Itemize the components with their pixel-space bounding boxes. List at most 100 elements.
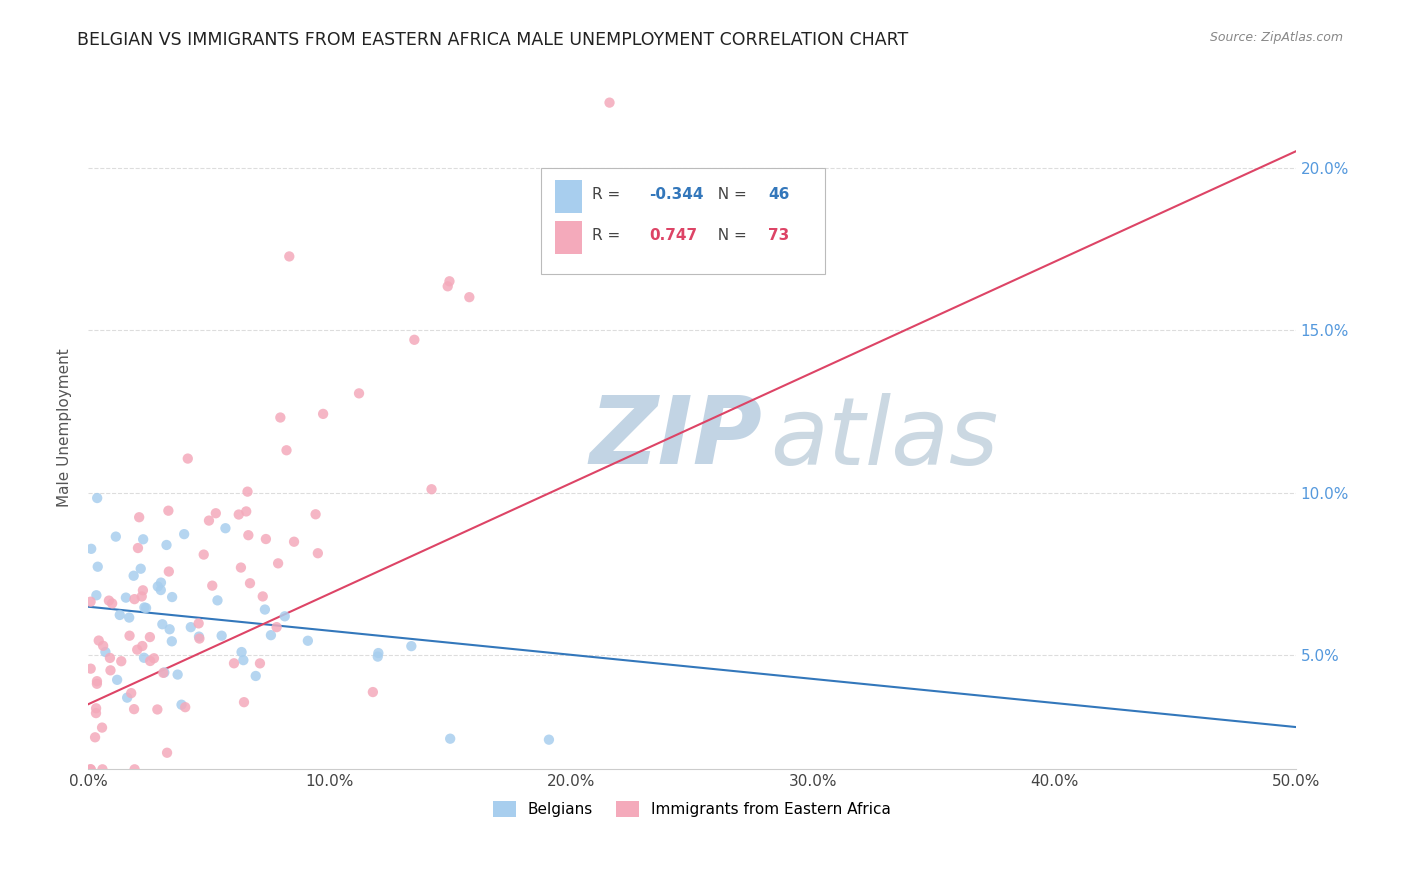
Point (105, 673, 128, 687)
Point (97, 593, 120, 607)
Point (193, 548, 215, 562)
Bar (555, 221, 582, 253)
Point (127, 541, 149, 555)
Point (232, 653, 254, 667)
Text: N =: N = (707, 227, 751, 243)
Point (439, 731, 461, 746)
Point (233, 695, 256, 709)
Point (283, 534, 305, 549)
Text: 46: 46 (768, 186, 789, 202)
Point (177, 451, 200, 466)
Point (132, 583, 155, 598)
Point (207, 593, 229, 607)
Point (150, 617, 173, 632)
Point (260, 628, 283, 642)
Point (146, 702, 169, 716)
Point (86, 677, 108, 691)
Point (152, 665, 174, 680)
Text: R =: R = (592, 186, 624, 202)
Point (236, 484, 259, 499)
Point (131, 590, 153, 604)
Point (198, 514, 221, 528)
Point (118, 629, 141, 643)
Point (278, 249, 301, 263)
Point (132, 533, 155, 547)
Point (180, 620, 202, 634)
Text: Source: ZipAtlas.com: Source: ZipAtlas.com (1209, 31, 1343, 45)
Point (274, 609, 297, 624)
Point (458, 290, 481, 304)
Point (401, 639, 423, 653)
Point (101, 596, 124, 610)
Point (245, 669, 267, 683)
Point (160, 634, 183, 648)
Point (84, 706, 107, 720)
Text: -0.344: -0.344 (650, 186, 704, 202)
Point (124, 592, 146, 607)
Point (436, 279, 458, 293)
Point (266, 620, 288, 634)
Point (229, 560, 252, 574)
Point (86, 588, 108, 602)
Legend: Belgians, Immigrants from Eastern Africa: Belgians, Immigrants from Eastern Africa (486, 795, 897, 823)
Point (134, 600, 156, 615)
Point (439, 274, 461, 288)
Point (118, 610, 141, 624)
Point (139, 654, 162, 668)
Point (122, 702, 145, 716)
Point (367, 649, 389, 664)
Point (135, 601, 157, 615)
Point (170, 698, 193, 712)
Point (87, 559, 110, 574)
Point (537, 732, 560, 747)
Point (79, 662, 101, 676)
Point (79, 762, 101, 776)
Point (139, 630, 162, 644)
Point (188, 630, 211, 644)
Point (254, 532, 277, 546)
Point (86, 491, 108, 505)
Text: N =: N = (707, 186, 751, 202)
Point (153, 665, 176, 680)
Point (235, 504, 257, 518)
Point (367, 646, 389, 660)
Point (108, 607, 131, 622)
Point (347, 386, 370, 401)
Point (231, 645, 253, 659)
Point (201, 579, 224, 593)
Point (157, 565, 180, 579)
Point (267, 557, 290, 571)
Point (188, 632, 211, 646)
Point (110, 654, 132, 668)
Point (146, 580, 169, 594)
Text: 0.747: 0.747 (650, 227, 697, 243)
Text: BELGIAN VS IMMIGRANTS FROM EASTERN AFRICA MALE UNEMPLOYMENT CORRELATION CHART: BELGIAN VS IMMIGRANTS FROM EASTERN AFRIC… (77, 31, 908, 49)
Point (361, 685, 384, 699)
Point (160, 590, 183, 604)
Point (122, 568, 145, 582)
Point (297, 633, 319, 648)
Point (131, 639, 153, 653)
Point (599, 95, 621, 110)
Bar (541, 169, 825, 274)
Point (252, 590, 274, 604)
Point (124, 762, 146, 776)
Point (155, 538, 177, 552)
Point (157, 504, 180, 518)
Point (115, 690, 138, 705)
Point (404, 333, 426, 347)
Point (128, 510, 150, 524)
Point (211, 629, 233, 643)
Point (84, 701, 107, 715)
Point (91, 639, 114, 653)
Point (159, 622, 181, 636)
Point (228, 508, 250, 522)
Point (132, 650, 155, 665)
Point (79, 595, 101, 609)
Point (80, 541, 103, 556)
Point (204, 506, 226, 520)
Point (120, 686, 142, 700)
Point (249, 657, 271, 671)
Point (276, 443, 298, 458)
Point (149, 575, 172, 590)
